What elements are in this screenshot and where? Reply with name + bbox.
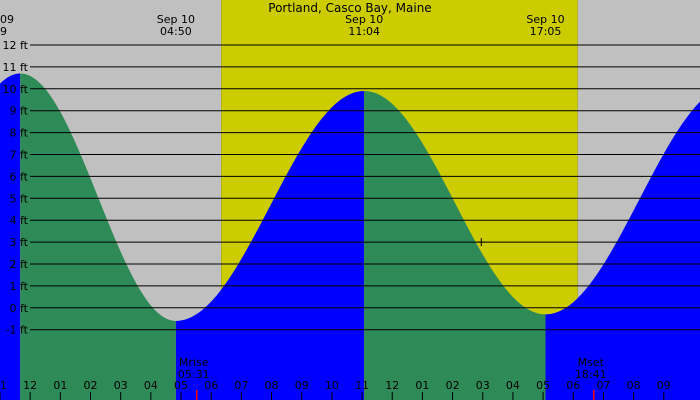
hour-tick-label: 05 [536, 379, 550, 392]
hour-tick-label: 07 [596, 379, 610, 392]
rising-tide-area-0 [0, 73, 21, 400]
rising-tide-area-2 [175, 90, 365, 400]
hour-tick-label: 01 [415, 379, 429, 392]
hour-tick-label: 05 [174, 379, 188, 392]
y-tick-label: 11 ft [3, 61, 29, 74]
tide-event-time: 17:05 [530, 25, 562, 38]
hour-tick-label: 12 [23, 379, 37, 392]
hour-tick-label: 04 [144, 379, 158, 392]
tide-event-date: Sep 10 [157, 13, 195, 26]
y-tick-label: 4 ft [10, 214, 29, 227]
moon-event-label: Mset [578, 356, 605, 369]
height-gridlines [30, 44, 700, 331]
hour-tick-label: 04 [506, 379, 520, 392]
tide-event-time: 11:04 [348, 25, 380, 38]
y-tick-label: 5 ft [10, 192, 29, 205]
y-tick-label: 1 ft [10, 280, 29, 293]
moon-event-label: Mrise [179, 356, 209, 369]
tide-event-date: Sep 10 [526, 13, 564, 26]
tide-area [0, 73, 700, 400]
y-tick-label: 0 ft [10, 302, 29, 315]
hour-tick-label: 09 [657, 379, 671, 392]
y-tick-label: -1 ft [6, 324, 29, 337]
falling-tide-area-1 [20, 73, 176, 400]
hour-tick-label: 08 [265, 379, 279, 392]
y-tick-label: 8 ft [10, 127, 29, 140]
tide-event-date: Sep 10 [345, 13, 383, 26]
moon-event-time: 05:31 [178, 368, 210, 381]
tide-event-time: 9 [0, 25, 7, 38]
hour-tick-label: 06 [204, 379, 218, 392]
hour-tick-label: 07 [234, 379, 248, 392]
hour-tick-label: 10 [325, 379, 339, 392]
chart-title: Portland, Casco Bay, Maine [268, 1, 431, 15]
hour-tick-label: 02 [446, 379, 460, 392]
y-tick-label: 10 ft [3, 83, 29, 96]
height-axis-labels: 12 ft 11 ft 10 ft 9 ft 8 ft 7 ft 6 ft 5 ft 4 ft 3… [3, 39, 29, 337]
y-tick-label: 9 ft [10, 105, 29, 118]
hour-tick-label: 01 [53, 379, 67, 392]
hour-tick-label: 06 [566, 379, 580, 392]
hour-tick-label: 02 [84, 379, 98, 392]
tide-event-date: 09 [0, 13, 14, 26]
tide-event-time: 04:50 [160, 25, 192, 38]
hour-tick-label: 08 [627, 379, 641, 392]
y-tick-label: 7 ft [10, 149, 29, 162]
y-tick-label: 2 ft [10, 258, 29, 271]
hour-tick-label: 11 [355, 379, 369, 392]
hour-tick-label: 03 [476, 379, 490, 392]
hour-tick-label: 03 [114, 379, 128, 392]
hour-tick-label: 09 [295, 379, 309, 392]
y-tick-label: 6 ft [10, 170, 29, 183]
y-tick-label: 3 ft [10, 236, 29, 249]
hour-axis: 11 12 01 02 03 04 05 06 07 08 09 10 11 12 01 02 03 04 05 06… [0, 238, 671, 400]
falling-tide-area-3 [364, 90, 546, 400]
y-tick-label: 12 ft [3, 39, 29, 52]
hour-tick-label: 11 [0, 379, 7, 392]
moon-event-time: 18:41 [575, 368, 607, 381]
hour-tick-label: 12 [385, 379, 399, 392]
